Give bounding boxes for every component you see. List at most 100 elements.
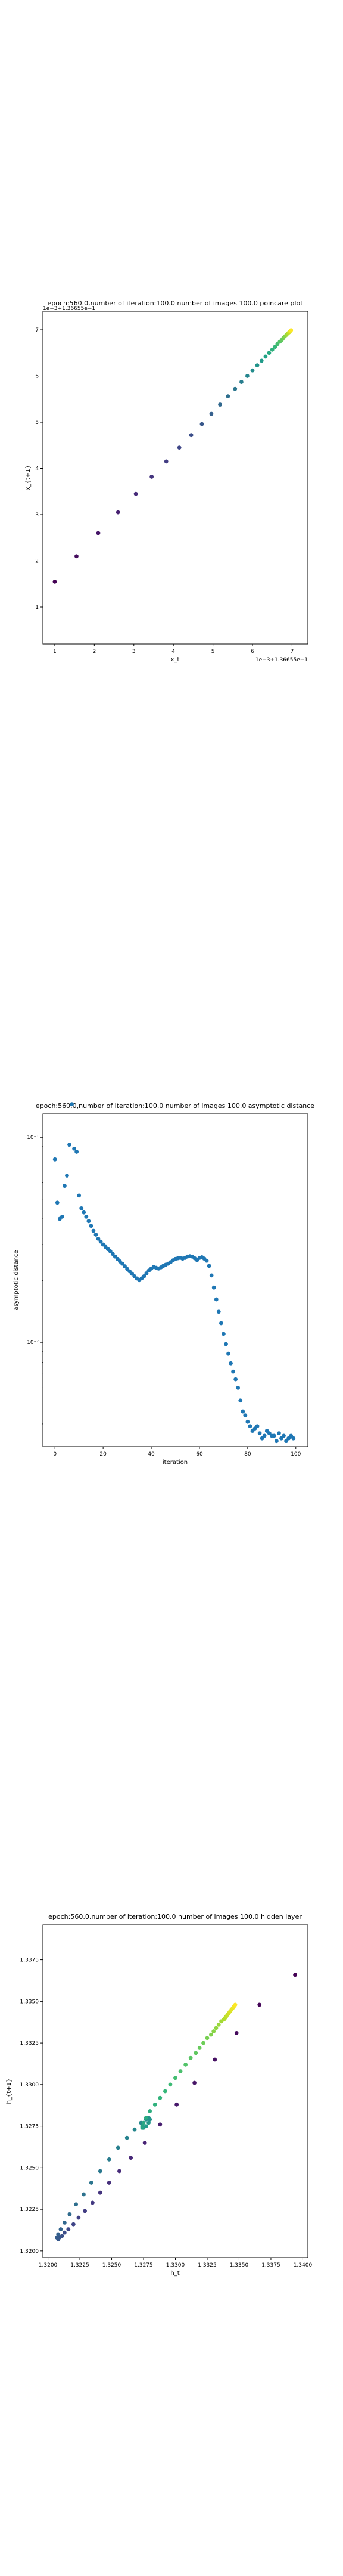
x-tick-label: 1.3300: [166, 2262, 185, 2268]
data-point: [96, 1236, 101, 1241]
hidden-points: [55, 1973, 298, 2241]
data-point: [282, 1433, 286, 1438]
data-point: [183, 2062, 188, 2067]
data-point: [263, 354, 268, 359]
data-point: [116, 2145, 120, 2150]
poincare-x-ticks: 1 2 3 4 5 6 7: [53, 644, 294, 655]
hidden-layer-chart: epoch:560.0,number of iteration:100.0 nu…: [6, 1913, 312, 2277]
data-point: [91, 2200, 95, 2205]
asymptotic-plot-frame: [42, 1113, 308, 1447]
y-tick-label: 2: [35, 559, 39, 565]
data-point: [149, 475, 154, 479]
y-tick-label: 1.3200: [20, 2249, 39, 2255]
data-point: [255, 363, 260, 368]
y-tick-label: 7: [35, 327, 39, 333]
data-point: [199, 422, 204, 426]
data-point: [142, 1274, 146, 1278]
x-tick-label: 6: [251, 649, 254, 655]
data-point: [152, 2102, 157, 2107]
data-point: [260, 1436, 264, 1441]
hidden-plot-frame: [42, 1924, 308, 2258]
data-point: [133, 491, 138, 496]
data-point: [250, 368, 255, 373]
x-tick-label: 1.3225: [70, 2262, 89, 2268]
data-point: [188, 2055, 193, 2060]
data-point: [148, 2109, 152, 2113]
data-point: [84, 1214, 89, 1219]
y-tick-label: 1.3225: [20, 2207, 39, 2213]
data-point: [98, 2190, 102, 2195]
data-point: [189, 433, 194, 438]
data-point: [218, 402, 222, 407]
data-point: [201, 2041, 205, 2045]
x-tick-label: 1.3400: [294, 2262, 313, 2268]
data-point: [98, 2169, 102, 2174]
data-point: [192, 2080, 197, 2085]
x-tick-label: 7: [291, 649, 294, 655]
data-point: [262, 1433, 267, 1438]
data-point: [168, 2082, 173, 2087]
data-point: [267, 351, 272, 355]
data-point: [63, 1184, 67, 1188]
x-tick-label: 80: [244, 1451, 251, 1457]
data-point: [108, 1249, 113, 1253]
data-point: [245, 1419, 250, 1424]
data-point: [164, 459, 169, 464]
data-point: [275, 1439, 279, 1444]
data-point: [286, 1436, 291, 1441]
data-point: [163, 2089, 167, 2094]
data-point: [123, 1264, 127, 1268]
data-point: [229, 1361, 233, 1366]
data-point: [245, 374, 250, 378]
data-point: [110, 1252, 115, 1256]
hidden-y-label: h_{t+1}: [6, 2079, 13, 2104]
y-tick-label: 10⁻²: [27, 1340, 39, 1346]
y-tick-label: 1.3275: [20, 2124, 39, 2130]
y-tick-label: 1.3375: [20, 1958, 39, 1964]
poincare-x-offset: 1e−3+1.36655e−1: [255, 657, 308, 663]
data-point: [273, 345, 277, 349]
x-tick-label: 1.3200: [39, 2262, 58, 2268]
data-point: [213, 2057, 217, 2062]
data-point: [270, 347, 275, 352]
data-point: [209, 2032, 213, 2037]
x-tick-label: 5: [211, 649, 215, 655]
data-point: [158, 2122, 163, 2127]
data-point: [158, 2095, 163, 2100]
data-point: [93, 1233, 98, 1237]
x-tick-label: 1.3350: [230, 2262, 249, 2268]
data-point: [74, 2202, 79, 2207]
data-point: [178, 2069, 183, 2073]
data-point: [98, 1239, 103, 1244]
data-point: [267, 1431, 272, 1436]
data-point: [293, 1973, 298, 1977]
data-point: [204, 1258, 209, 1263]
data-point: [130, 1271, 135, 1276]
hidden-y-ticks: 1.3200 1.3225 1.3250 1.3275 1.3300 1.3325 1.33…: [20, 1958, 43, 2255]
data-point: [248, 1424, 252, 1429]
data-point: [89, 2181, 93, 2185]
y-tick-label: 10⁻¹: [27, 1135, 39, 1141]
data-point: [62, 2221, 67, 2225]
poincare-title: epoch:560.0,number of iteration:100.0 nu…: [47, 299, 303, 307]
x-tick-label: 4: [172, 649, 175, 655]
data-point: [74, 1150, 79, 1154]
hidden-x-ticks: 1.3200 1.3225 1.3250 1.3275 1.3300 1.3325 1.33…: [39, 2258, 313, 2268]
data-point: [65, 1174, 69, 1178]
data-point: [209, 411, 214, 416]
data-point: [259, 358, 264, 363]
data-point: [224, 1342, 228, 1346]
data-point: [117, 2169, 121, 2174]
data-point: [216, 2023, 221, 2027]
data-point: [231, 1369, 235, 1374]
data-point: [120, 1261, 124, 1266]
data-point: [146, 2120, 151, 2125]
x-tick-label: 0: [53, 1451, 57, 1457]
data-point: [222, 1332, 226, 1336]
x-tick-label: 1.3375: [261, 2262, 280, 2268]
data-point: [211, 2029, 216, 2033]
data-point: [279, 1436, 283, 1441]
data-point: [71, 2222, 76, 2227]
data-point: [89, 1224, 93, 1228]
